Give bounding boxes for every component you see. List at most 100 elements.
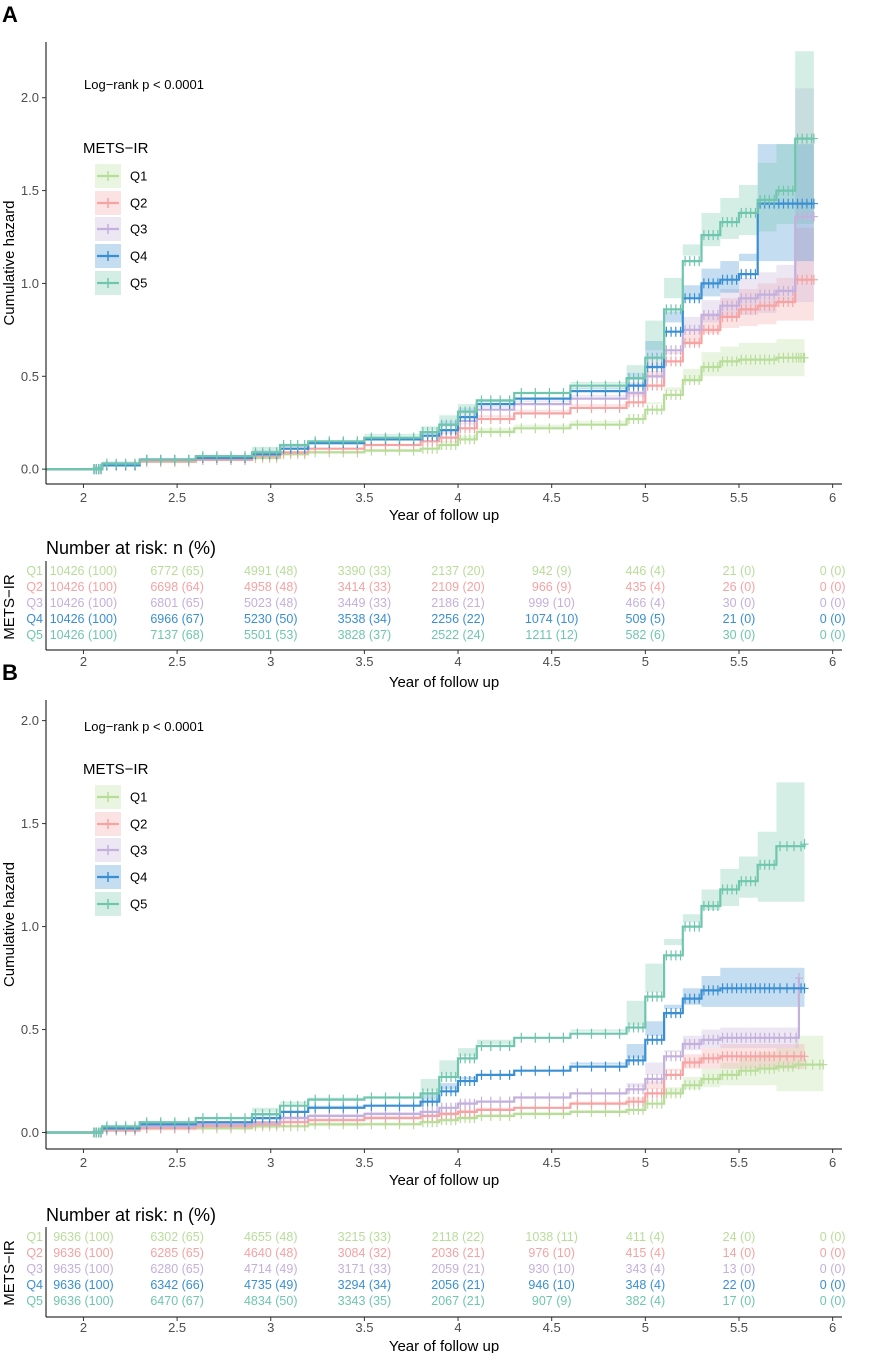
risk-x-tick-label: 5 — [642, 654, 649, 669]
risk-row-q4: Q4 10426 (100) 6966 (67) 5230 (50) 3538 (34)… — [26, 612, 845, 626]
confidence-bands — [46, 782, 824, 1133]
risk-cell: 466 (4) — [626, 596, 666, 610]
risk-cell: 415 (4) — [626, 1246, 666, 1260]
risk-row-label: Q1 — [26, 1230, 43, 1244]
legend-key-q1: Q1 — [95, 785, 147, 809]
x-tick-label: 2.5 — [168, 1155, 186, 1170]
risk-cell: 3390 (33) — [338, 564, 392, 578]
risk-cell: 446 (4) — [626, 564, 666, 578]
risk-cell: 2118 (22) — [432, 1230, 485, 1244]
risk-cell: 3084 (32) — [338, 1246, 392, 1260]
censor-marks-q5 — [93, 133, 818, 475]
risk-cell: 2109 (20) — [431, 580, 485, 594]
risk-cell: 14 (0) — [723, 1246, 756, 1260]
ci-band-q2 — [46, 1044, 805, 1133]
risk-cell: 6966 (67) — [150, 612, 204, 626]
risk-cell: 2036 (21) — [431, 1246, 485, 1260]
risk-cell: 382 (4) — [626, 1294, 666, 1308]
risk-cell: 0 (0) — [820, 1246, 846, 1260]
risk-row-q5: Q5 9636 (100) 6470 (67) 4834 (50) 3343 (35) 2… — [26, 1294, 845, 1308]
x-tick-label: 4.5 — [543, 1155, 561, 1170]
risk-cell: 7137 (68) — [150, 628, 204, 642]
risk-x-axis-title: Year of follow up — [389, 1338, 499, 1353]
risk-cell: 3343 (35) — [338, 1294, 392, 1308]
x-axis-title: Year of follow up — [389, 1172, 499, 1189]
series-line-q4 — [46, 987, 805, 1134]
risk-cell: 2059 (21) — [431, 1262, 485, 1276]
risk-cell: 4958 (48) — [244, 580, 298, 594]
y-tick-label: 1.0 — [21, 276, 39, 291]
risk-x-tick-label: 5.5 — [730, 1320, 748, 1335]
risk-x-axis-title: Year of follow up — [389, 674, 499, 691]
x-tick-label: 5.5 — [730, 1155, 748, 1170]
logrank-annotation: Log−rank p < 0.0001 — [84, 77, 204, 92]
risk-row-q2: Q2 9636 (100) 6285 (65) 4640 (48) 3084 (32) 2… — [26, 1246, 845, 1260]
risk-row-q5: Q5 10426 (100) 7137 (68) 5501 (53) 3828 (37)… — [26, 628, 845, 642]
risk-row-q4: Q4 9636 (100) 6342 (66) 4735 (49) 3294 (34) 2… — [26, 1278, 845, 1292]
risk-row-label: Q4 — [26, 1278, 43, 1292]
y-tick-label: 2.0 — [21, 90, 39, 105]
risk-table-ylabel: METS−IR — [1, 574, 18, 640]
risk-cell: 6470 (67) — [150, 1294, 204, 1308]
legend-key-q4: Q4 — [95, 244, 147, 268]
y-tick-label: 0.5 — [21, 369, 39, 384]
risk-cell: 2056 (21) — [431, 1278, 485, 1292]
risk-cell: 6285 (65) — [150, 1246, 204, 1260]
risk-cell: 3215 (33) — [338, 1230, 392, 1244]
risk-cell: 24 (0) — [723, 1230, 756, 1244]
x-tick-label: 2 — [80, 490, 87, 505]
risk-cell: 946 (10) — [528, 1278, 575, 1292]
risk-row-label: Q5 — [26, 628, 43, 642]
risk-row-q3: Q3 9635 (100) 6280 (65) 4714 (49) 3171 (33) 2… — [26, 1262, 845, 1276]
risk-cell: 3414 (33) — [338, 580, 392, 594]
risk-x-tick-label: 4 — [454, 654, 461, 669]
legend-key-q3: Q3 — [95, 838, 147, 862]
risk-row-label: Q1 — [26, 564, 43, 578]
y-tick-label: 2.0 — [21, 713, 39, 728]
y-tick-label: 0.0 — [21, 462, 39, 477]
y-tick-label: 1.5 — [21, 183, 39, 198]
risk-cell: 10426 (100) — [50, 580, 117, 594]
risk-cell: 6342 (66) — [150, 1278, 204, 1292]
risk-cell: 10426 (100) — [50, 596, 117, 610]
legend-key-q5: Q5 — [95, 892, 147, 916]
risk-cell: 435 (4) — [626, 580, 666, 594]
risk-cell: 0 (0) — [820, 596, 846, 610]
risk-cell: 0 (0) — [820, 612, 846, 626]
legend-key-q2: Q2 — [95, 191, 147, 215]
logrank-annotation: Log−rank p < 0.0001 — [84, 719, 204, 734]
legend-key-q2: Q2 — [95, 812, 147, 836]
risk-x-tick-label: 2 — [80, 1320, 87, 1335]
x-tick-label: 5.5 — [730, 490, 748, 505]
series-line-q2 — [46, 278, 814, 471]
risk-row-q2: Q2 10426 (100) 6698 (64) 4958 (48) 3414 (33)… — [26, 580, 845, 594]
risk-cell: 2186 (21) — [431, 596, 485, 610]
series-line-q5 — [46, 844, 806, 1134]
risk-cell: 5230 (50) — [244, 612, 298, 626]
risk-cell: 2522 (24) — [431, 628, 485, 642]
x-tick-label: 3 — [267, 1155, 274, 1170]
risk-cell: 22 (0) — [723, 1278, 756, 1292]
risk-cell: 3449 (33) — [338, 596, 392, 610]
risk-cell: 0 (0) — [820, 628, 846, 642]
risk-cell: 9636 (100) — [53, 1230, 113, 1244]
risk-cell: 6302 (65) — [150, 1230, 204, 1244]
risk-cell: 0 (0) — [820, 580, 846, 594]
risk-cell: 3538 (34) — [338, 612, 392, 626]
risk-cell: 5501 (53) — [244, 628, 298, 642]
risk-cell: 30 (0) — [723, 596, 756, 610]
risk-cell: 6280 (65) — [150, 1262, 204, 1276]
risk-x-tick-label: 3.5 — [355, 1320, 373, 1335]
risk-cell: 9636 (100) — [53, 1246, 113, 1260]
risk-cell: 0 (0) — [820, 564, 846, 578]
legend-label-q4: Q4 — [130, 870, 147, 885]
x-tick-label: 3.5 — [355, 490, 373, 505]
x-tick-label: 6 — [829, 490, 836, 505]
risk-cell: 9636 (100) — [53, 1278, 113, 1292]
risk-cell: 21 (0) — [723, 612, 756, 626]
x-tick-label: 4 — [454, 490, 461, 505]
censor-ticks-q5 — [93, 133, 818, 475]
risk-cell: 10426 (100) — [50, 628, 117, 642]
risk-cell: 2137 (20) — [431, 564, 485, 578]
